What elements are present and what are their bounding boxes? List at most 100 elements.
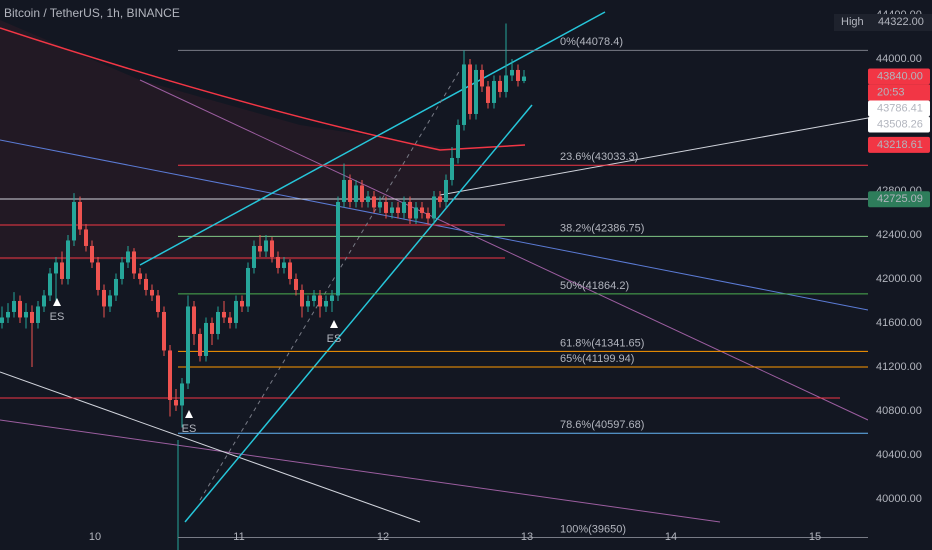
candle-body — [402, 201, 406, 213]
candle-body — [42, 295, 46, 307]
candle-body — [84, 229, 88, 246]
candle-body — [144, 278, 148, 290]
candle-body — [426, 212, 430, 219]
candle-body — [90, 245, 94, 263]
candle-body — [126, 251, 130, 263]
trend-line — [0, 419, 721, 523]
y-tick-label: 41200.00 — [876, 361, 922, 373]
candle-body — [360, 185, 364, 202]
x-tick-label: 13 — [521, 531, 533, 543]
channel — [184, 104, 533, 523]
candle-body — [150, 289, 154, 296]
x-tick-label: 15 — [809, 531, 821, 543]
candle-body — [54, 262, 58, 274]
candle-body — [78, 201, 82, 230]
trend-line — [0, 371, 421, 523]
candle-body — [342, 179, 346, 202]
candle-body — [72, 201, 76, 241]
signal-label: ES — [327, 333, 342, 345]
candle-body — [468, 64, 472, 114]
candle-body — [120, 262, 124, 279]
candle-body — [504, 75, 508, 92]
candle-body — [432, 196, 436, 219]
candle-body — [282, 262, 286, 268]
candle-body — [162, 311, 166, 351]
candle-body — [132, 251, 136, 274]
candle-body — [390, 207, 394, 213]
candle-body — [330, 295, 334, 301]
signal-arrow — [53, 298, 61, 306]
candle-body — [252, 245, 256, 268]
price-tag-label: 43508.26 — [877, 118, 923, 130]
candle-body — [258, 245, 262, 252]
fib-label: 50%(41864.2) — [560, 280, 629, 292]
price-tag-label: 43840.00 — [877, 70, 923, 82]
candle-body — [462, 64, 466, 125]
candle-body — [270, 240, 274, 257]
signal-label: ES — [182, 423, 197, 435]
candle-body — [288, 262, 292, 279]
fib-label: 100%(39650) — [560, 523, 626, 535]
candle-body — [366, 196, 370, 202]
price-tag — [868, 116, 930, 133]
y-tick-label: 40800.00 — [876, 405, 922, 417]
price-tag-label: 43786.41 — [877, 102, 923, 114]
candle-body — [102, 289, 106, 307]
signal-arrow — [185, 410, 193, 418]
signal-label: ES — [50, 311, 65, 323]
countdown: 20:53 — [877, 86, 905, 98]
fib-label: 0%(44078.4) — [560, 36, 623, 48]
candle-body — [60, 262, 64, 279]
candle-body — [228, 317, 232, 323]
candle-body — [114, 278, 118, 296]
candle-body — [0, 317, 4, 323]
candle-body — [276, 256, 280, 268]
fib-label: 23.6%(43033.3) — [560, 151, 638, 163]
high-label: High — [841, 16, 864, 28]
candle-body — [336, 201, 340, 296]
moving-average — [0, 27, 526, 151]
candle-body — [372, 196, 376, 208]
trend-line — [439, 117, 869, 196]
candle-body — [300, 289, 304, 307]
candle-body — [486, 86, 490, 103]
x-tick-label: 14 — [665, 531, 677, 543]
price-tag — [868, 68, 930, 85]
dashed-line — [199, 69, 461, 501]
drawings — [0, 11, 869, 550]
candle-body — [222, 311, 226, 318]
channel — [139, 11, 606, 266]
candle-body — [444, 179, 448, 202]
candle-body — [294, 278, 298, 290]
candle-body — [306, 300, 310, 307]
candle-body — [6, 311, 10, 318]
candle-body — [186, 306, 190, 384]
y-tick-label: 40400.00 — [876, 449, 922, 461]
high-tag — [834, 14, 932, 31]
candle-body — [138, 273, 142, 279]
candle-body — [234, 300, 238, 323]
x-tick-label: 12 — [377, 531, 389, 543]
candle-body — [414, 207, 418, 219]
candle-body — [396, 207, 400, 213]
y-tick-label: 42400.00 — [876, 229, 922, 241]
candle-body — [156, 295, 160, 312]
price-tag — [868, 100, 930, 117]
fib-label: 78.6%(40597.68) — [560, 419, 644, 431]
candle-body — [174, 399, 178, 406]
fib-label: 65%(41199.94) — [560, 353, 634, 365]
price-tag-label: 42725.09 — [877, 193, 923, 205]
high-value: 44322.00 — [878, 16, 924, 28]
candle-body — [420, 207, 424, 213]
candle-body — [198, 333, 202, 356]
candle-body — [522, 76, 526, 81]
candle-body — [48, 273, 52, 296]
candle-body — [204, 322, 208, 356]
candle-body — [96, 262, 100, 290]
candle-body — [18, 300, 22, 318]
candle-body — [24, 311, 28, 318]
candle-body — [498, 80, 502, 92]
candle-body — [324, 300, 328, 307]
candle-body — [180, 383, 184, 406]
candle-body — [216, 311, 220, 334]
